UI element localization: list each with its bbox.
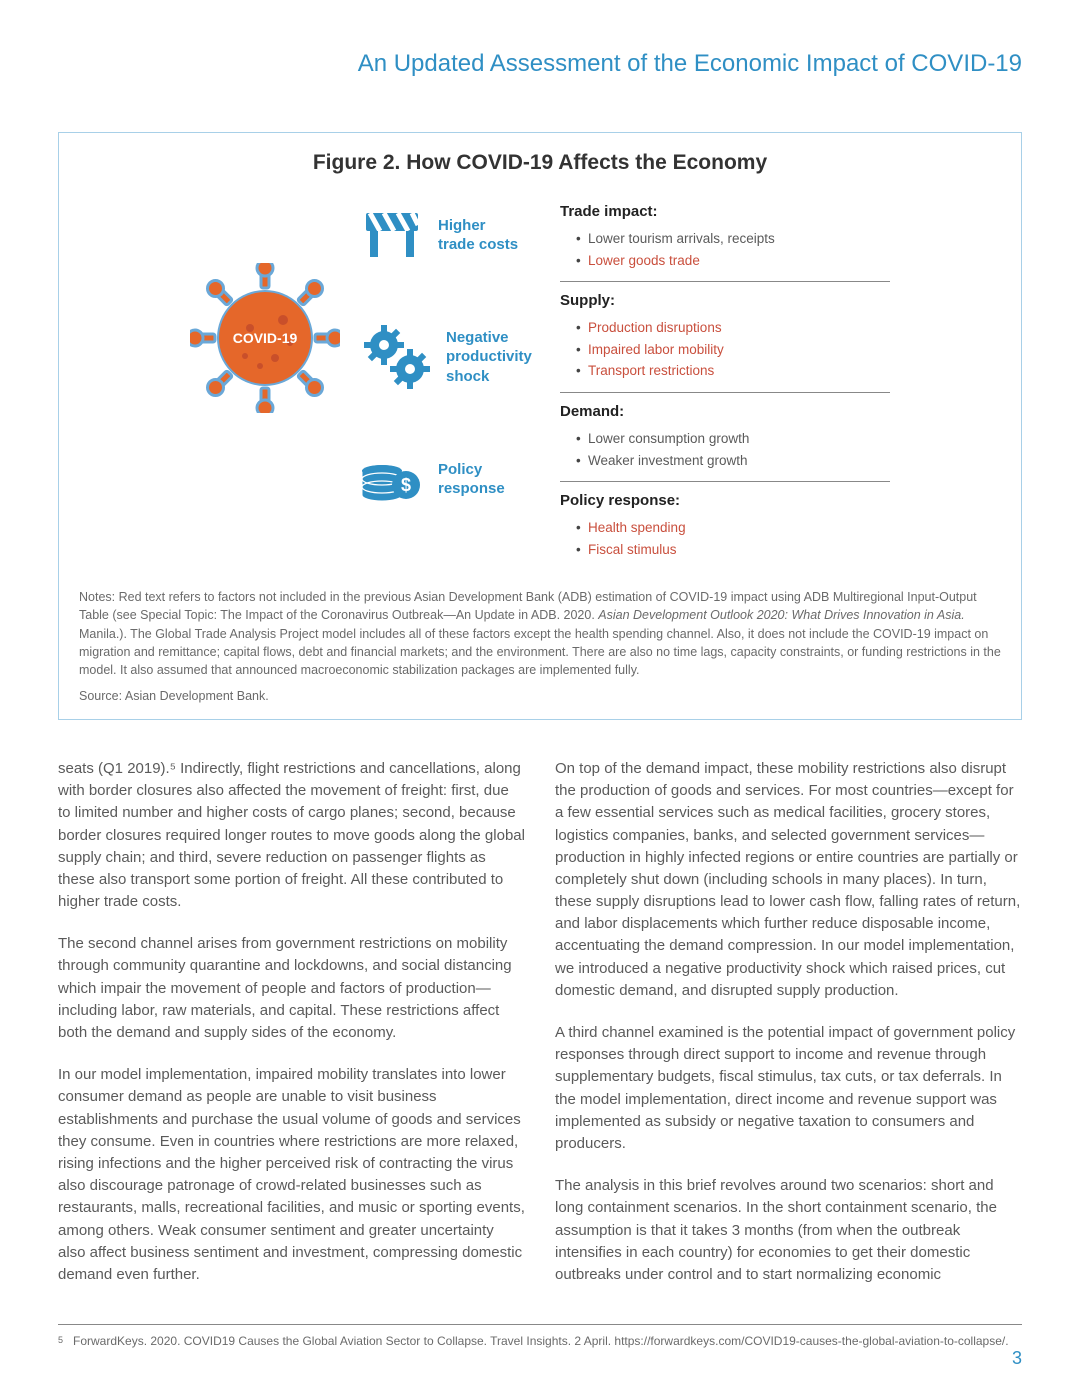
channel-productivity: Negative productivity shock [360,277,540,437]
figure-diagram: COVID-19 Higher trade costs [79,193,1001,570]
impact-item: Production disruptions [576,317,890,339]
impact-item: Health spending [576,517,890,539]
virus-label: COVID-19 [233,330,298,346]
body-paragraph: The second channel arises from governmen… [58,933,525,1044]
footnote-number: 5 [58,1333,63,1350]
body-paragraph: In our model implementation, impaired mo… [58,1064,525,1286]
impact-item: Weaker investment growth [576,450,890,472]
impact-list: Health spendingFiscal stimulus [560,517,890,560]
figure-2-box: Figure 2. How COVID-19 Affects the Econo… [58,132,1022,720]
impact-item: Lower goods trade [576,250,890,272]
channel-trade-label: Higher trade costs [438,216,518,255]
figure-source: Source: Asian Development Bank. [79,689,1001,703]
virus-column: COVID-19 [190,193,340,413]
impact-item: Lower tourism arrivals, receipts [576,228,890,250]
body-paragraph: seats (Q1 2019).⁵ Indirectly, flight res… [58,758,525,913]
channel-trade: Higher trade costs [360,193,540,277]
footnote-text: ForwardKeys. 2020. COVID19 Causes the Gl… [73,1333,1009,1350]
body-paragraph: A third channel examined is the potentia… [555,1022,1022,1155]
channel-policy-label: Policy response [438,460,505,499]
footnote-rule [58,1324,1022,1325]
page-header-title: An Updated Assessment of the Economic Im… [58,50,1022,78]
impacts-column: Trade impact: Lower tourism arrivals, rec… [560,193,890,570]
impact-heading: Supply: [560,292,890,309]
footnote-5: 5 ForwardKeys. 2020. COVID19 Causes the … [58,1333,1022,1350]
body-columns: seats (Q1 2019).⁵ Indirectly, flight res… [58,758,1022,1306]
impact-item: Impaired labor mobility [576,339,890,361]
channel-policy: $ Policy response [360,437,540,521]
impact-group: Supply: Production disruptionsImpaired la… [560,281,890,392]
impact-list: Lower tourism arrivals, receiptsLower go… [560,228,890,271]
impact-heading: Trade impact: [560,203,890,220]
left-column: seats (Q1 2019).⁵ Indirectly, flight res… [58,758,525,1306]
impact-item: Fiscal stimulus [576,539,890,561]
impact-heading: Demand: [560,403,890,420]
impact-group: Policy response: Health spendingFiscal st… [560,481,890,570]
impact-group: Trade impact: Lower tourism arrivals, rec… [560,193,890,281]
channels-column: Higher trade costs [360,193,540,521]
impact-item: Transport restrictions [576,360,890,382]
body-paragraph: On top of the demand impact, these mobil… [555,758,1022,1002]
svg-text:$: $ [401,475,411,495]
impact-group: Demand: Lower consumption growthWeaker in… [560,392,890,481]
channel-productivity-label: Negative productivity shock [446,328,532,387]
covid-virus-icon: COVID-19 [190,263,340,413]
figure-title: Figure 2. How COVID-19 Affects the Econo… [79,151,1001,175]
page-number: 3 [1012,1348,1022,1369]
impact-list: Lower consumption growthWeaker investmen… [560,428,890,471]
right-column: On top of the demand impact, these mobil… [555,758,1022,1306]
impact-item: Lower consumption growth [576,428,890,450]
coins-icon: $ [360,453,424,505]
figure-notes: Notes: Red text refers to factors not in… [79,588,1001,679]
body-paragraph: The analysis in this brief revolves arou… [555,1175,1022,1286]
impact-list: Production disruptionsImpaired labor mob… [560,317,890,382]
gears-icon [360,321,432,393]
impact-heading: Policy response: [560,492,890,509]
barrier-icon [360,207,424,263]
